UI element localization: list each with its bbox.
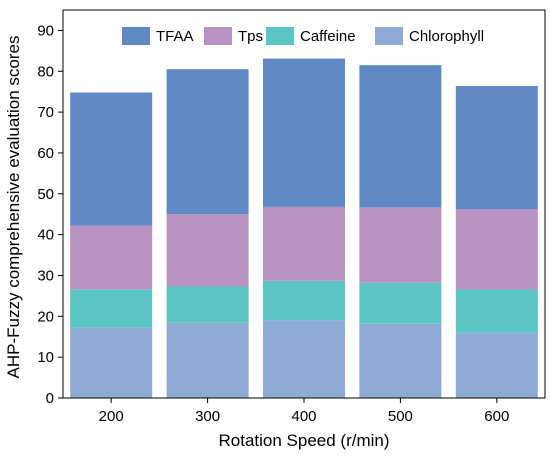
bar-tps-400 [263, 206, 345, 281]
legend: TFAA Tps Caffeine Chlorophyll [122, 27, 484, 45]
bar-caffeine-500 [359, 282, 442, 324]
bar-tfaa-300 [166, 69, 249, 215]
bar-chlorophyll-600 [455, 332, 538, 398]
y-tick-label: 60 [37, 145, 54, 162]
legend-swatch-caffeine [266, 27, 294, 45]
y-axis-title: AHP-Fuzzy comprehensive evaluation score… [4, 36, 23, 379]
bar-tfaa-600 [455, 86, 538, 210]
bar-tps-500 [359, 207, 442, 283]
legend-label-tps: Tps [238, 28, 263, 45]
bar-chlorophyll-500 [359, 323, 442, 398]
bar-tps-200 [70, 225, 153, 290]
legend-swatch-tps [204, 27, 232, 45]
bar-caffeine-400 [263, 280, 345, 321]
y-tick-label: 90 [37, 22, 54, 39]
x-tick-label: 200 [99, 408, 124, 425]
axes-layer: 200 300 400 500 600 0 10 20 30 40 50 60 70 80 90 [37, 9, 546, 425]
y-tick-label: 50 [37, 186, 54, 203]
bar-caffeine-600 [455, 289, 538, 333]
y-tick-label: 0 [46, 390, 54, 407]
legend-swatch-chlorophyll [375, 27, 403, 45]
x-tick-label: 300 [195, 408, 220, 425]
bars-layer [70, 58, 538, 398]
x-tick-label: 500 [388, 408, 413, 425]
y-tick-label: 80 [37, 63, 54, 80]
bar-tps-300 [166, 214, 249, 287]
x-tick-label: 400 [291, 408, 316, 425]
bar-tfaa-200 [70, 92, 153, 226]
legend-label-caffeine: Caffeine [300, 28, 356, 45]
bar-tfaa-400 [263, 58, 345, 207]
plot-frame [62, 9, 546, 399]
x-axis-title: Rotation Speed (r/min) [218, 431, 389, 450]
y-tick-label: 70 [37, 104, 54, 121]
y-tick-label: 20 [37, 308, 54, 325]
legend-label-chlorophyll: Chlorophyll [409, 28, 484, 45]
bar-tfaa-500 [359, 65, 442, 208]
y-tick-label: 10 [37, 349, 54, 366]
x-tick-label: 600 [484, 408, 509, 425]
bar-caffeine-200 [70, 289, 153, 328]
bar-chlorophyll-400 [263, 320, 345, 398]
bar-caffeine-300 [166, 286, 249, 323]
bar-chlorophyll-200 [70, 327, 153, 398]
bar-chlorophyll-300 [166, 322, 249, 398]
bar-tps-600 [455, 209, 538, 290]
legend-label-tfaa: TFAA [156, 28, 194, 45]
y-tick-label: 40 [37, 227, 54, 244]
y-tick-label: 30 [37, 267, 54, 284]
legend-swatch-tfaa [122, 27, 150, 45]
